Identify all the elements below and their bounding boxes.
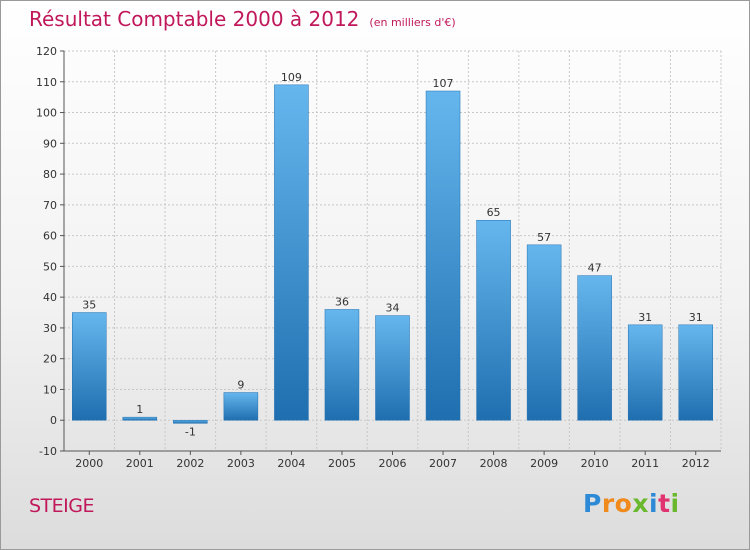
x-tick-label: 2004 <box>277 457 305 470</box>
value-label: 65 <box>487 206 501 219</box>
bar-2000 <box>72 312 107 421</box>
logo-letter: x <box>632 489 649 518</box>
y-tick-label: 10 <box>43 383 57 396</box>
value-label: 1 <box>136 403 143 416</box>
y-tick-label: -10 <box>39 445 57 458</box>
value-label: -1 <box>185 425 196 438</box>
value-label: 107 <box>433 77 454 90</box>
axes-group: -10 0 10 20 30 40 50 60 70 80 90 100 110 120 2000 2001 2… <box>36 45 721 470</box>
bar-2003 <box>223 392 259 421</box>
y-tick-label: 50 <box>43 260 57 273</box>
chart-unit: (en milliers d'€) <box>369 16 456 29</box>
x-tick-label: 2003 <box>227 457 255 470</box>
x-tick-label: 2008 <box>480 457 508 470</box>
y-tick-label: 100 <box>36 107 57 120</box>
x-tick-label: 2001 <box>126 457 154 470</box>
x-tick-label: 2000 <box>75 457 103 470</box>
y-tick-label: 60 <box>43 230 57 243</box>
commune-name: STEIGE <box>29 495 95 517</box>
y-tick-label: 30 <box>43 322 57 335</box>
x-tick-label: 2006 <box>379 457 407 470</box>
value-label: 31 <box>689 311 703 324</box>
bar-2012 <box>678 324 713 421</box>
bar-2007 <box>425 90 461 421</box>
bar-2009 <box>526 244 562 421</box>
y-tick-label: 70 <box>43 199 57 212</box>
x-tick-label: 2010 <box>581 457 609 470</box>
logo-letter: P <box>583 489 602 518</box>
bars-group: 35 1 -1 9 109 36 34 107 65 57 47 31 31 <box>72 71 713 438</box>
logo-letter: i <box>649 489 659 518</box>
x-tick-label: 2012 <box>682 457 710 470</box>
value-label: 57 <box>537 231 551 244</box>
x-tick-label: 2005 <box>328 457 356 470</box>
bar-2001 <box>122 416 158 421</box>
chart-title: Résultat Comptable 2000 à 2012 <box>29 7 360 31</box>
value-label: 109 <box>281 71 302 84</box>
y-tick-label: 80 <box>43 168 57 181</box>
bar-2002 <box>173 419 208 424</box>
value-label: 35 <box>82 299 96 312</box>
bar-2010 <box>577 275 612 421</box>
bar-chart: 35 1 -1 9 109 36 34 107 65 57 47 31 31 -10 0 10 20 30 40 5… <box>36 45 722 470</box>
logo-letter: r <box>601 489 615 518</box>
chart-title-block: Résultat Comptable 2000 à 2012 (en millie… <box>29 7 456 31</box>
value-label: 9 <box>237 379 244 392</box>
x-tick-label: 2009 <box>530 457 558 470</box>
value-label: 34 <box>386 302 400 315</box>
x-tick-label: 2002 <box>176 457 204 470</box>
y-tick-label: 20 <box>43 353 57 366</box>
value-label: 47 <box>588 262 602 275</box>
value-label: 36 <box>335 295 349 308</box>
bar-2005 <box>324 309 360 421</box>
logo-letter: i <box>670 489 680 518</box>
y-tick-label: 90 <box>43 137 57 150</box>
y-tick-label: 120 <box>36 45 57 58</box>
bar-2006 <box>375 315 410 421</box>
y-tick-label: 0 <box>50 414 57 427</box>
x-tick-label: 2007 <box>429 457 457 470</box>
proxiti-logo: Proxiti <box>583 489 680 518</box>
bar-2011 <box>627 324 663 421</box>
y-tick-label: 40 <box>43 291 57 304</box>
y-tick-label: 110 <box>36 76 57 89</box>
logo-letter: o <box>614 489 633 518</box>
bar-2008 <box>476 219 511 421</box>
logo-letter: t <box>658 489 671 518</box>
value-label: 31 <box>638 311 652 324</box>
bar-2004 <box>274 84 309 421</box>
x-tick-label: 2011 <box>631 457 659 470</box>
